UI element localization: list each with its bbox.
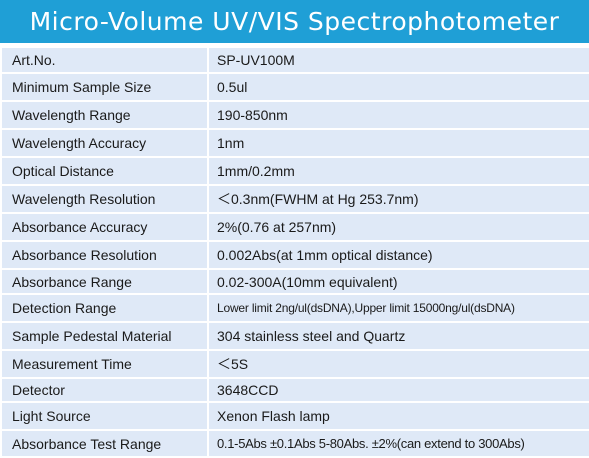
spec-label: Light Source [0, 401, 209, 431]
table-row: Light Source Xenon Flash lamp [0, 401, 589, 431]
spec-value: 190-850nm [207, 100, 589, 130]
table-row: Absorbance Range 0.02-300A(10mm equivale… [0, 268, 589, 295]
spec-value: 0.02-300A(10mm equivalent) [207, 268, 589, 295]
page-title: Micro-Volume UV/VIS Spectrophotometer [0, 0, 589, 43]
table-row: Wavelength Range 190-850nm [0, 100, 589, 130]
spec-value: 1mm/0.2mm [207, 156, 589, 186]
table-row: Measurement Time ＜5S [0, 349, 589, 379]
spec-value: ＜5S [207, 349, 589, 379]
spec-value: Lower limit 2ng/ul(dsDNA),Upper limit 15… [207, 293, 589, 323]
spec-table: Art.No. SP-UV100M Minimum Sample Size 0.… [0, 46, 589, 458]
table-row: Absorbance Test Range 0.1-5Abs ±0.1Abs 5… [0, 429, 589, 458]
spec-value: 1nm [207, 128, 589, 158]
spec-label: Optical Distance [0, 156, 209, 186]
spec-value: 304 stainless steel and Quartz [207, 321, 589, 351]
table-row: Absorbance Resolution 0.002Abs(at 1mm op… [0, 240, 589, 270]
spec-value: 0.002Abs(at 1mm optical distance) [207, 240, 589, 270]
spec-label: Detection Range [0, 293, 209, 323]
spec-label: Art.No. [0, 46, 209, 74]
table-row: Detection Range Lower limit 2ng/ul(dsDNA… [0, 293, 589, 323]
spec-value: 3648CCD [207, 377, 589, 403]
spec-value: Xenon Flash lamp [207, 401, 589, 431]
spec-label: Minimum Sample Size [0, 72, 209, 102]
spec-label: Wavelength Resolution [0, 184, 209, 214]
spec-value: 0.1-5Abs ±0.1Abs 5-80Abs. ±2%(can extend… [207, 429, 589, 458]
spec-label: Absorbance Accuracy [0, 212, 209, 242]
spec-label: Absorbance Range [0, 268, 209, 295]
table-row: Minimum Sample Size 0.5ul [0, 72, 589, 102]
table-row: Wavelength Accuracy 1nm [0, 128, 589, 158]
spec-label: Absorbance Test Range [0, 429, 209, 458]
spec-value: 2%(0.76 at 257nm) [207, 212, 589, 242]
table-row: Absorbance Accuracy 2%(0.76 at 257nm) [0, 212, 589, 242]
table-row: Wavelength Resolution ＜0.3nm(FWHM at Hg … [0, 184, 589, 214]
spec-value: 0.5ul [207, 72, 589, 102]
spec-value: SP-UV100M [207, 46, 589, 74]
table-row: Optical Distance 1mm/0.2mm [0, 156, 589, 186]
spec-label: Absorbance Resolution [0, 240, 209, 270]
spec-label: Detector [0, 377, 209, 403]
spec-label: Sample Pedestal Material [0, 321, 209, 351]
table-row: Sample Pedestal Material 304 stainless s… [0, 321, 589, 351]
spec-label: Wavelength Range [0, 100, 209, 130]
spec-label: Wavelength Accuracy [0, 128, 209, 158]
table-row: Detector 3648CCD [0, 377, 589, 403]
spec-value: ＜0.3nm(FWHM at Hg 253.7nm) [207, 184, 589, 214]
spec-label: Measurement Time [0, 349, 209, 379]
table-row: Art.No. SP-UV100M [0, 46, 589, 74]
